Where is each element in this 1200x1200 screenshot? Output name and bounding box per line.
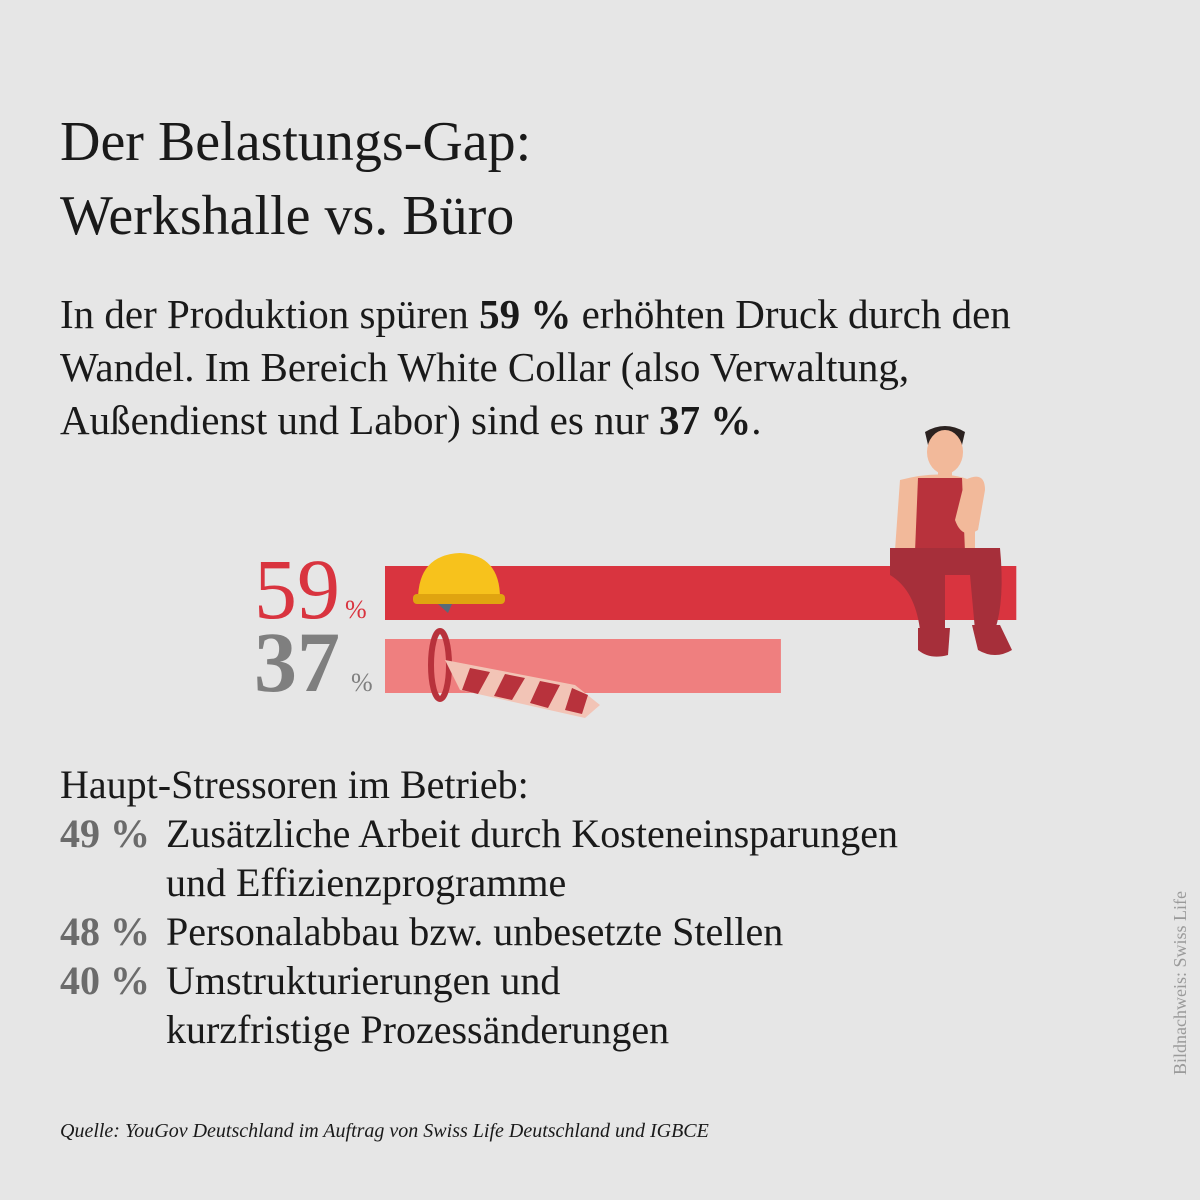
stressor-percent: 49 % [60,811,150,856]
stressor: 49 % Zusätzliche Arbeit durch Kosteneinsp… [60,809,898,907]
value-label: 37 [254,614,340,710]
value-unit: % [351,668,373,697]
stressor-text: Umstrukturierungen und kurzfristige Proze… [166,956,669,1054]
stressor-line: und Effizienzprogramme [166,860,567,905]
intro-segment: In der Produktion spüren [60,291,480,337]
source: Quelle: YouGov Deutschland im Auftrag vo… [60,1120,709,1142]
intro-segment: . [751,397,762,443]
value-unit: % [345,595,367,624]
title-line: Werkshalle vs. Büro [60,185,515,247]
tie [428,628,600,718]
stressor-line: Umstrukturierungen und [166,958,561,1003]
hard-hat [413,553,505,613]
stressor-text: Personalabbau bzw. unbesetzte Stellen [166,907,783,956]
stressor-text: Zusätzliche Arbeit durch Kosteneinsparun… [166,809,898,907]
intro-highlight: 37 % [658,397,752,443]
title: Der Belastungs-Gap: Werkshalle vs. Büro [60,105,531,253]
stressor-line: Zusätzliche Arbeit durch Kosteneinsparun… [166,811,898,856]
title-line: Der Belastungs-Gap: [60,111,532,173]
stressors-title: Haupt-Stressoren im Betrieb: [60,762,529,807]
stressor: 40 % Umstrukturierungen und kurzfristige P… [60,956,898,1054]
worker [890,426,1012,657]
stressor-line: kurzfristige Prozessänderungen [166,1007,670,1052]
intro-highlight: 59 % [479,291,572,337]
stressor-percent: 40 % [60,958,150,1003]
stressor-line: Personalabbau bzw. unbesetzte Stellen [166,909,784,954]
image-credit: Bildnachweis: Swiss Life [1170,891,1190,1075]
stressor-percent: 48 % [60,909,150,954]
stressor: 48 % Personalabbau bzw. unbesetzte Stelle… [60,907,898,956]
intro-segment: erhöhten Druck durch den Wandel. Im Bere… [60,291,1011,443]
intro-text: In der Produktion spüren 59 % erhöhten D… [60,288,1120,447]
value-label: 59 [254,541,340,637]
stressors: Haupt-Stressoren im Betrieb: 49 % Zusätzli… [60,760,898,1054]
